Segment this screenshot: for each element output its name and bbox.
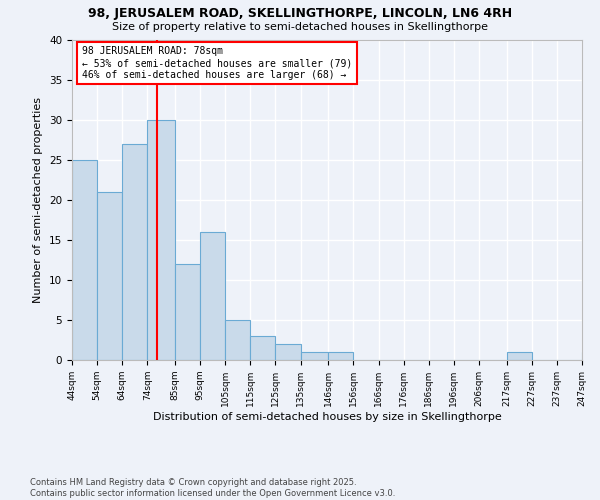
Bar [506, 352, 532, 360]
Bar [328, 352, 353, 360]
Bar [250, 336, 275, 360]
Text: 98 JERUSALEM ROAD: 78sqm
← 53% of semi-detached houses are smaller (79)
46% of s: 98 JERUSALEM ROAD: 78sqm ← 53% of semi-d… [82, 46, 352, 80]
Text: 98, JERUSALEM ROAD, SKELLINGTHORPE, LINCOLN, LN6 4RH: 98, JERUSALEM ROAD, SKELLINGTHORPE, LINC… [88, 8, 512, 20]
Bar [122, 144, 148, 360]
Bar [148, 120, 175, 360]
Bar [175, 264, 200, 360]
Bar [582, 352, 600, 360]
Bar [200, 232, 225, 360]
Bar [275, 344, 301, 360]
X-axis label: Distribution of semi-detached houses by size in Skellingthorpe: Distribution of semi-detached houses by … [152, 412, 502, 422]
Text: Contains HM Land Registry data © Crown copyright and database right 2025.
Contai: Contains HM Land Registry data © Crown c… [30, 478, 395, 498]
Y-axis label: Number of semi-detached properties: Number of semi-detached properties [34, 97, 43, 303]
Bar [72, 160, 97, 360]
Bar [225, 320, 250, 360]
Bar [97, 192, 122, 360]
Text: Size of property relative to semi-detached houses in Skellingthorpe: Size of property relative to semi-detach… [112, 22, 488, 32]
Bar [301, 352, 328, 360]
